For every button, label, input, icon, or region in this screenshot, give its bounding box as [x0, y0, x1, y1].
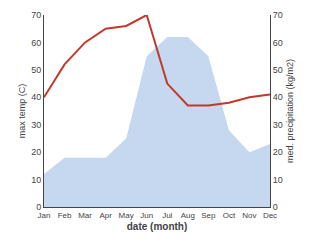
- svg-text:Sep: Sep: [201, 211, 216, 220]
- svg-text:40: 40: [31, 92, 41, 102]
- svg-text:50: 50: [273, 65, 283, 75]
- svg-text:0: 0: [273, 202, 278, 212]
- svg-text:Dec: Dec: [263, 211, 277, 220]
- svg-text:date (month): date (month): [127, 221, 188, 232]
- svg-text:0: 0: [36, 202, 41, 212]
- svg-text:70: 70: [273, 10, 283, 20]
- svg-text:Feb: Feb: [58, 211, 72, 220]
- svg-text:Mar: Mar: [78, 211, 92, 220]
- svg-text:60: 60: [31, 38, 41, 48]
- svg-text:20: 20: [31, 147, 41, 157]
- svg-text:Nov: Nov: [242, 211, 256, 220]
- svg-text:med. precipitation (kg/m2): med. precipitation (kg/m2): [285, 59, 295, 163]
- svg-text:Oct: Oct: [223, 211, 236, 220]
- svg-text:Aug: Aug: [181, 211, 195, 220]
- svg-text:30: 30: [31, 120, 41, 130]
- svg-text:60: 60: [273, 38, 283, 48]
- svg-text:10: 10: [31, 175, 41, 185]
- svg-text:Apr: Apr: [99, 211, 112, 220]
- svg-text:50: 50: [31, 65, 41, 75]
- svg-text:Jul: Jul: [162, 211, 172, 220]
- svg-text:30: 30: [273, 120, 283, 130]
- svg-text:10: 10: [273, 175, 283, 185]
- svg-text:70: 70: [31, 10, 41, 20]
- svg-text:May: May: [119, 211, 134, 220]
- svg-text:Jun: Jun: [140, 211, 153, 220]
- svg-text:20: 20: [273, 147, 283, 157]
- svg-text:40: 40: [273, 92, 283, 102]
- svg-text:Jan: Jan: [38, 211, 51, 220]
- svg-text:max temp (C): max temp (C): [17, 84, 27, 139]
